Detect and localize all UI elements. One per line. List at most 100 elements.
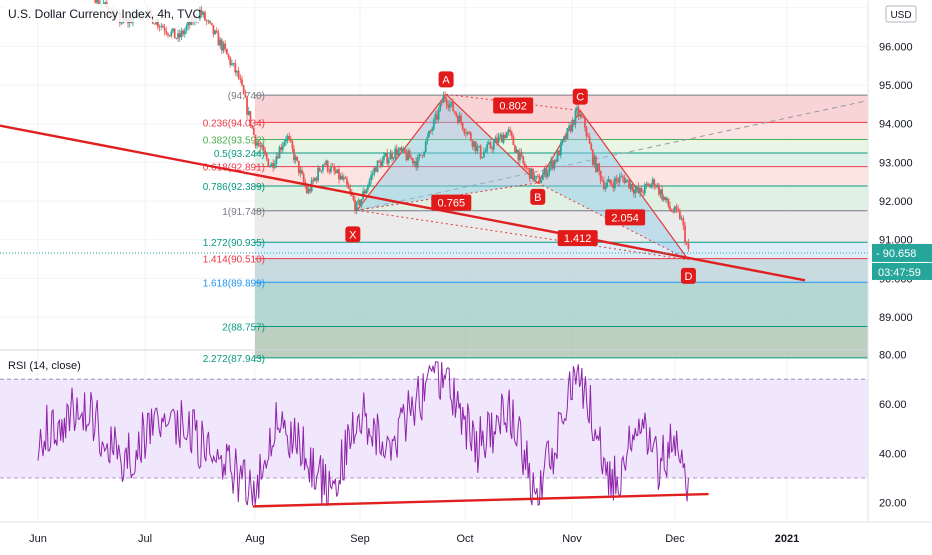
candle-body	[507, 129, 510, 132]
candle-body	[370, 175, 373, 181]
rsi-trendline[interactable]	[252, 492, 709, 508]
candle-body	[670, 209, 673, 212]
candle-body	[643, 184, 646, 194]
candle-body	[331, 166, 334, 168]
candle-body	[313, 177, 316, 181]
candle-body	[436, 114, 438, 120]
candle-body	[342, 177, 345, 180]
candle-body	[392, 158, 395, 160]
candle-body	[381, 159, 384, 168]
candle-body	[241, 79, 243, 86]
fib-level-label: 0.5(93.244)	[214, 149, 265, 160]
currency-box[interactable]	[885, 5, 917, 23]
candle-body	[318, 167, 321, 172]
fib-level-label: 2.272(87.943)	[203, 354, 265, 365]
candle-body	[522, 155, 525, 164]
candle-body	[463, 129, 466, 134]
point-x-label-box	[345, 226, 361, 243]
ratio-label-box	[431, 194, 472, 211]
candle-body	[301, 169, 303, 174]
fib-level-label: 2(88.757)	[222, 322, 265, 333]
price-tick-label: 89.000	[879, 312, 913, 324]
candle-body	[489, 142, 492, 148]
candle-body	[440, 102, 443, 104]
candle-body	[598, 163, 601, 172]
candle-body	[187, 21, 190, 27]
candle-body	[595, 156, 597, 172]
candle-body	[669, 206, 671, 210]
point-c-label-box	[572, 88, 588, 105]
candle-body	[297, 160, 300, 174]
candle-body	[528, 168, 531, 179]
candle-body	[407, 150, 409, 161]
candle-body	[242, 85, 245, 95]
pattern-wing-xab	[356, 94, 538, 211]
candle-body	[249, 111, 252, 126]
candle-body	[632, 190, 635, 194]
candle-body	[405, 153, 408, 161]
ratio-label: 1.412	[564, 233, 592, 245]
candle-body	[172, 28, 174, 32]
candle-body	[272, 163, 275, 168]
candle-body	[639, 188, 641, 193]
candle-body	[358, 200, 361, 206]
candle-body	[278, 147, 281, 159]
fib-level-label: 0.382(93.592)	[203, 136, 265, 147]
candle-body	[333, 166, 336, 171]
price-trendline[interactable]	[0, 124, 806, 282]
candle-body	[413, 161, 416, 164]
candle-body	[556, 150, 559, 162]
candle-body	[483, 152, 485, 158]
candle-body	[330, 166, 332, 172]
candle-body	[654, 186, 657, 188]
candle-body	[533, 176, 536, 181]
candle-body	[160, 25, 163, 27]
point-a-label-box	[438, 71, 454, 88]
candle-body	[286, 136, 289, 140]
candle-body	[215, 30, 218, 33]
candle-body	[505, 131, 508, 138]
candle-body	[546, 171, 549, 177]
candle-body	[402, 148, 405, 152]
candle-body	[658, 184, 660, 195]
candle-body	[173, 28, 176, 39]
currency-label[interactable]: USD	[890, 10, 911, 21]
countdown-value: 03:47:59	[878, 267, 921, 279]
candle-body	[349, 188, 352, 193]
time-axis-label: Jul	[138, 533, 152, 545]
candle-body	[523, 163, 526, 168]
price-tick-label: 92.000	[879, 196, 913, 208]
candle-body	[432, 119, 435, 130]
candle-body	[269, 166, 271, 168]
candle-body	[486, 144, 489, 151]
candle-body	[458, 115, 461, 123]
point-x-label: X	[349, 229, 357, 241]
candle-body	[317, 167, 320, 181]
candle-body	[675, 206, 678, 209]
candle-body	[360, 199, 363, 206]
candle-body	[647, 184, 649, 185]
candle-body	[476, 146, 479, 152]
candle-body	[496, 137, 498, 143]
candle-body	[237, 70, 240, 78]
candle-body	[550, 160, 552, 167]
candle-body	[626, 179, 629, 181]
candle-body	[512, 135, 515, 146]
candle-body	[588, 136, 591, 144]
point-a-label: A	[442, 74, 450, 86]
ratio-label-box	[605, 209, 646, 226]
candle-body	[178, 33, 181, 38]
point-b-label: B	[534, 192, 541, 204]
candle-body	[94, 0, 97, 3]
candle-body	[548, 166, 551, 172]
candle-body	[339, 175, 342, 180]
candle-body	[576, 107, 578, 111]
candle-body	[629, 184, 632, 189]
candle-body	[315, 177, 318, 181]
candle-body	[636, 186, 638, 190]
ratio-label: 0.802	[499, 100, 527, 112]
candle-body	[610, 183, 613, 185]
candle-body	[418, 154, 421, 158]
candle-body	[577, 107, 580, 117]
